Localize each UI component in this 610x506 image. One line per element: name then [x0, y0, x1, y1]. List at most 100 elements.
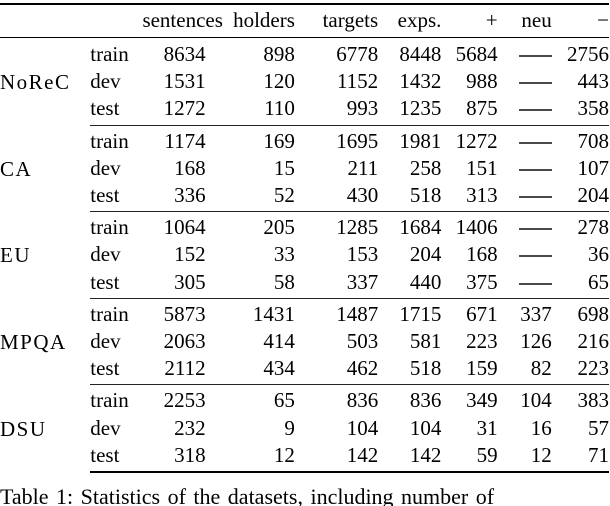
table-caption: Table 1: Statistics of the datasets, inc… — [0, 484, 495, 506]
split-label: test — [90, 356, 120, 381]
value-cell: 1695 — [294, 124, 379, 155]
table-row: dev 152 33 153 204 168 36 — [0, 241, 609, 268]
value-cell: 1684 — [378, 211, 442, 242]
value-cell: 168 — [466, 242, 498, 267]
value-cell: 211 — [347, 155, 379, 180]
split-label: dev — [90, 242, 121, 267]
table-row: dev 1531 120 1152 1432 988 443 — [0, 68, 609, 95]
value-cell: 153 — [346, 242, 379, 267]
value-cell: 223 — [466, 329, 498, 354]
value-cell — [498, 95, 552, 125]
value-cell: 65 — [588, 269, 609, 294]
value-cell: 216 — [577, 329, 610, 354]
value-cell — [498, 38, 552, 69]
value-cell: 698 — [551, 297, 609, 329]
em-dash-placeholder — [518, 141, 552, 144]
table-row: CA train 1174 169 1695 1981 1272 708 — [0, 124, 609, 181]
value-cell: 434 — [263, 356, 295, 381]
value-cell: 1174 — [142, 124, 206, 155]
dataset-label: NoReC — [0, 70, 71, 95]
em-dash-placeholder — [518, 282, 552, 285]
split-label: dev — [90, 415, 121, 440]
value-cell: 107 — [577, 155, 610, 180]
em-dash-placeholder — [518, 196, 552, 199]
dataset-label: CA — [0, 156, 33, 181]
value-cell: 1981 — [378, 124, 442, 155]
table-row: dev 168 15 211 258 151 107 — [0, 155, 609, 182]
header-row: sentences holders targets exps. + neu − — [0, 4, 609, 38]
value-cell: 2063 — [163, 329, 206, 354]
split-label: dev — [90, 329, 121, 354]
table-row: test 1272 110 993 1235 875 358 — [0, 95, 609, 125]
em-dash-placeholder — [518, 255, 552, 258]
value-cell: 2112 — [164, 356, 206, 381]
value-cell — [498, 269, 552, 299]
value-cell: 142 — [378, 441, 442, 474]
value-cell: 65 — [205, 384, 295, 415]
value-cell: 2756 — [567, 42, 609, 66]
value-cell: 2253 — [142, 384, 206, 415]
column-header-neu: neu — [497, 4, 552, 38]
dataset-group: MPQA train 5873 1431 1487 1715 671 337 698 dev 206… — [0, 297, 610, 385]
value-cell — [498, 182, 552, 212]
value-cell: 503 — [346, 329, 379, 354]
value-cell: 169 — [205, 124, 295, 155]
column-header-empty — [90, 4, 143, 38]
split-label: train — [90, 384, 143, 415]
value-cell: 8448 — [399, 42, 442, 66]
value-cell: 318 — [142, 441, 206, 474]
value-cell: 875 — [466, 96, 498, 121]
value-cell: 518 — [409, 183, 442, 208]
value-cell — [497, 211, 552, 242]
statistics-table: sentences holders targets exps. + neu − NoReC t… — [0, 3, 610, 474]
split-label: dev — [90, 69, 121, 94]
value-cell: 104 — [409, 415, 442, 440]
dataset-group: DSU train 2253 65 836 836 349 104 383 dev 232 9 104 1… — [0, 384, 609, 474]
table-row: DSU train 2253 65 836 836 349 104 383 — [0, 384, 609, 441]
value-cell: 1406 — [441, 211, 498, 242]
value-cell: 223 — [577, 356, 610, 381]
value-cell: 836 — [378, 384, 442, 415]
value-cell: 305 — [174, 269, 206, 294]
dataset-group: EU train 1064 205 1285 1684 1406 278 dev 152 33 153… — [0, 211, 609, 299]
em-dash-placeholder — [518, 109, 552, 112]
column-header-holders: holders — [205, 4, 295, 38]
value-cell — [498, 68, 552, 95]
split-label: train — [90, 42, 129, 66]
table-row: NoReC train 8634 898 6778 8448 5684 2756 — [0, 38, 609, 94]
table-row: test 305 58 337 440 375 65 — [0, 269, 609, 299]
value-cell: 898 — [263, 42, 295, 66]
split-label: dev — [90, 155, 121, 180]
table-row: dev 232 9 104 104 31 16 57 — [0, 415, 609, 442]
value-cell: 836 — [294, 384, 379, 415]
value-cell — [497, 124, 552, 155]
value-cell: 430 — [346, 183, 379, 208]
value-cell: 375 — [466, 269, 498, 294]
split-label: train — [90, 297, 143, 329]
value-cell: 988 — [466, 69, 498, 94]
value-cell: 993 — [346, 96, 379, 121]
value-cell: 168 — [174, 155, 206, 180]
value-cell: 151 — [466, 155, 498, 180]
value-cell: 12 — [205, 441, 295, 474]
value-cell: 232 — [174, 415, 206, 440]
split-label: test — [90, 269, 120, 294]
column-header-sentences: sentences — [142, 4, 223, 38]
value-cell: 152 — [174, 242, 206, 267]
value-cell: 337 — [346, 269, 379, 294]
value-cell: 104 — [346, 415, 379, 440]
value-cell — [498, 155, 552, 182]
value-cell: 52 — [273, 183, 295, 208]
table-header: sentences holders targets exps. + neu − — [0, 4, 609, 38]
table-row: test 336 52 430 518 313 204 — [0, 182, 609, 212]
dataset-label: MPQA — [0, 330, 67, 355]
value-cell: 1487 — [294, 297, 379, 329]
value-cell: 1431 — [205, 297, 295, 329]
value-cell: 1272 — [163, 96, 206, 121]
value-cell: 57 — [588, 415, 609, 440]
column-header-targets: targets — [294, 4, 379, 38]
value-cell: 1235 — [399, 96, 442, 121]
value-cell: 1432 — [399, 69, 442, 94]
value-cell: 33 — [273, 242, 295, 267]
value-cell: 104 — [497, 384, 552, 415]
